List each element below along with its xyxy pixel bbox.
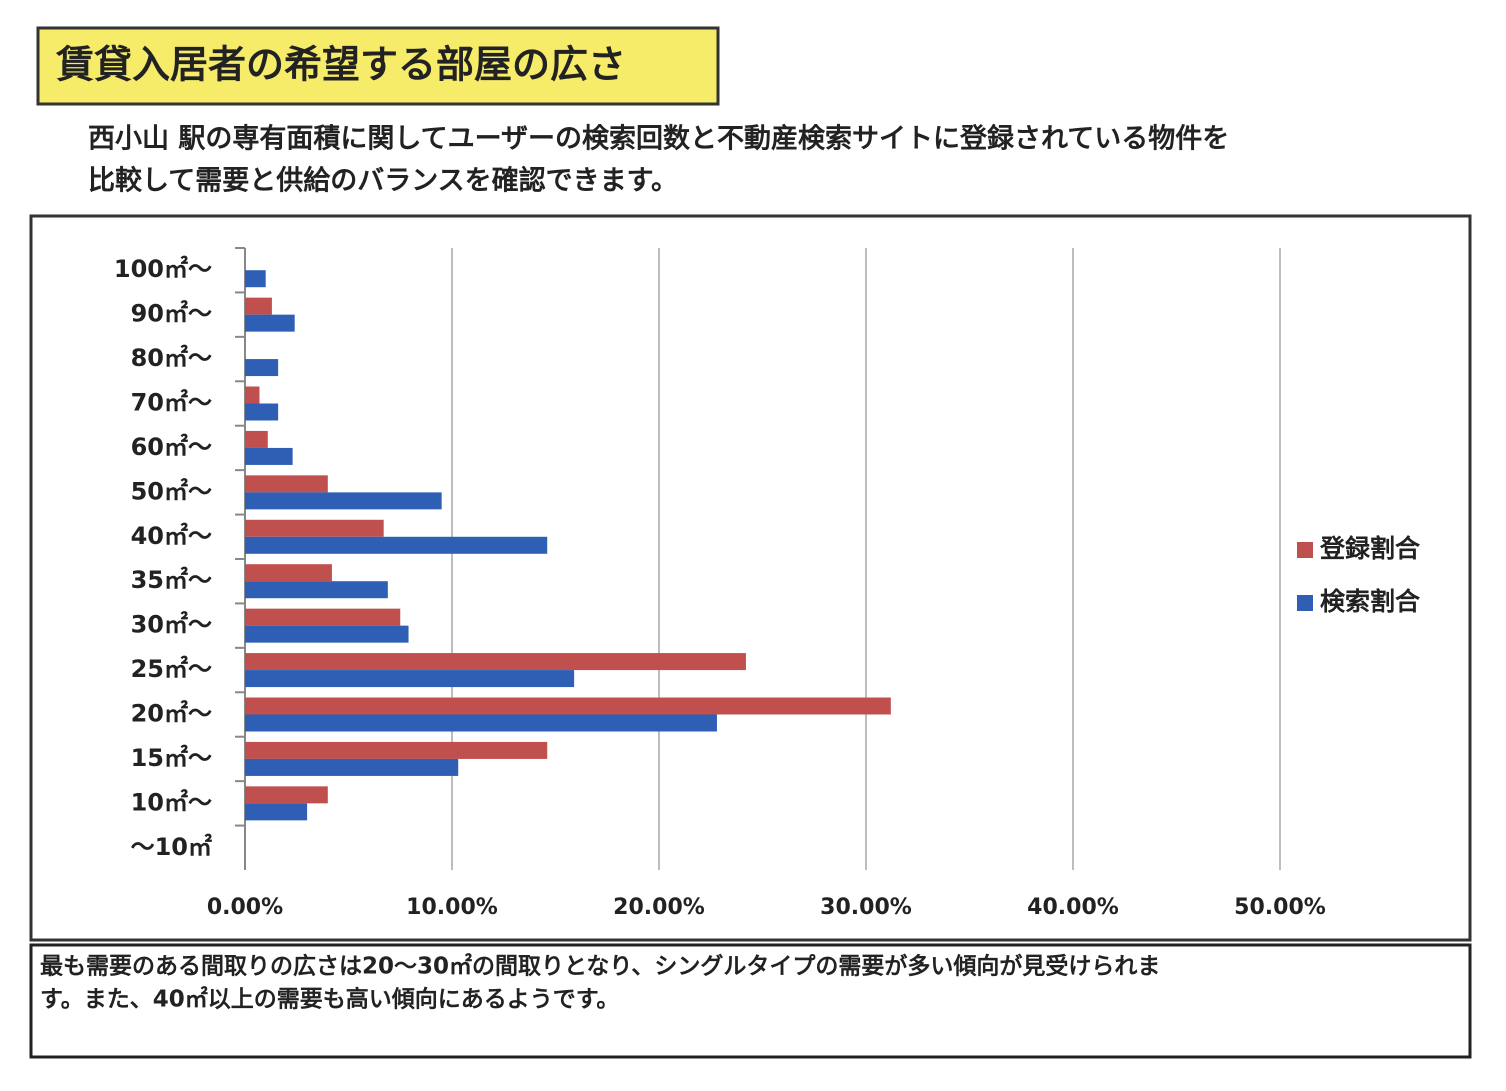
bar xyxy=(245,653,746,671)
bar xyxy=(245,803,308,821)
y-tick-label: 20㎡～ xyxy=(131,700,212,728)
y-tick-label: 15㎡～ xyxy=(131,744,212,772)
bar xyxy=(245,581,388,599)
bar xyxy=(245,447,293,465)
y-tick-label: 10㎡～ xyxy=(131,788,212,816)
bar xyxy=(245,608,401,626)
bar xyxy=(245,670,575,688)
x-tick-label: 30.00% xyxy=(820,895,912,920)
bar xyxy=(245,475,328,493)
description: 比較して需要と供給のバランスを確認できます。 xyxy=(88,165,678,197)
legend-label: 登録割合 xyxy=(1319,534,1421,563)
y-tick-label: ～10㎡ xyxy=(131,833,212,861)
bar xyxy=(245,786,328,804)
legend-swatch xyxy=(1297,595,1313,611)
bar xyxy=(245,741,548,759)
y-tick-label: 35㎡～ xyxy=(131,566,212,594)
y-tick-label: 25㎡～ xyxy=(131,655,212,683)
legend-swatch xyxy=(1297,542,1313,558)
y-tick-label: 50㎡～ xyxy=(131,477,212,505)
title: 賃貸入居者の希望する部屋の広さ xyxy=(55,43,626,87)
x-tick-label: 10.00% xyxy=(406,895,498,920)
bar xyxy=(245,564,332,582)
bar xyxy=(245,270,266,288)
y-tick-label: 30㎡～ xyxy=(131,611,212,639)
y-tick-label: 100㎡～ xyxy=(114,255,212,283)
bar xyxy=(245,386,260,404)
bar xyxy=(245,430,268,448)
bar xyxy=(245,758,459,776)
x-tick-label: 40.00% xyxy=(1027,895,1119,920)
title-box xyxy=(36,26,720,106)
y-tick-label: 80㎡～ xyxy=(131,344,212,372)
bar xyxy=(245,492,442,510)
bar xyxy=(245,625,409,643)
bar xyxy=(245,297,272,315)
bar xyxy=(245,403,279,421)
note: 最も需要のある間取りの広さは20～30㎡の間取りとなり、シングルタイプの需要が多… xyxy=(40,953,1160,980)
bar xyxy=(245,359,279,377)
bar xyxy=(245,536,548,554)
description: 西小山 駅の専有面積に関してユーザーの検索回数と不動産検索サイトに登録されている… xyxy=(88,123,1229,155)
note: す。また、40㎡以上の需要も高い傾向にあるようです。 xyxy=(40,986,619,1013)
legend-label: 検索割合 xyxy=(1320,587,1421,616)
y-tick-label: 40㎡～ xyxy=(131,522,212,550)
y-tick-label: 70㎡～ xyxy=(131,389,212,417)
bar xyxy=(245,314,295,332)
x-tick-label: 20.00% xyxy=(613,895,705,920)
note-box xyxy=(29,943,1472,1059)
y-tick-label: 60㎡～ xyxy=(131,433,212,461)
x-tick-label: 0.00% xyxy=(207,895,283,920)
x-tick-label: 50.00% xyxy=(1234,895,1326,920)
bar xyxy=(245,697,891,715)
bar xyxy=(245,714,717,732)
y-tick-label: 90㎡～ xyxy=(131,300,212,328)
bar xyxy=(245,519,384,537)
